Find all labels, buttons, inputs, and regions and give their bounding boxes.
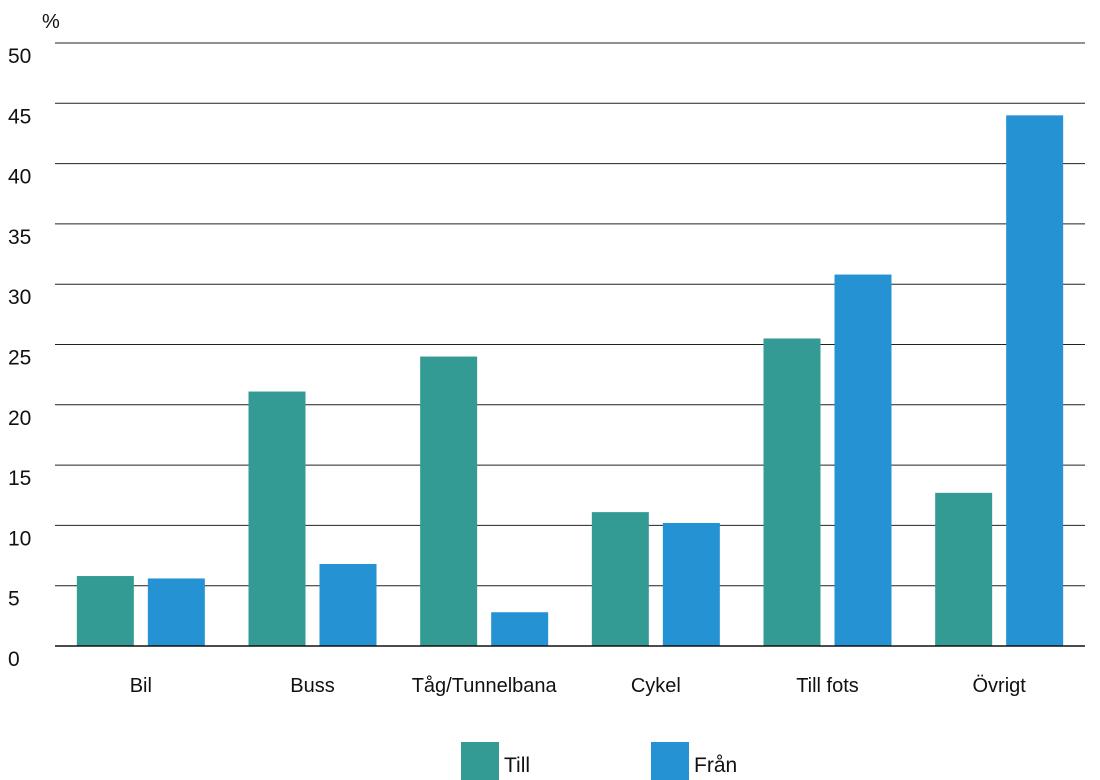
bars xyxy=(76,115,1064,647)
bar-från-5 xyxy=(1006,115,1064,647)
x-category-label: Bil xyxy=(130,675,152,697)
x-category-label: Buss xyxy=(290,675,334,697)
legend-swatch-till xyxy=(461,742,499,780)
x-category-label: Till fots xyxy=(796,675,859,697)
y-tick-label: 50 xyxy=(8,45,31,68)
bar-från-0 xyxy=(147,578,205,646)
y-tick-label: 20 xyxy=(8,407,31,430)
y-tick-label: 35 xyxy=(8,226,31,249)
y-tick-label: 40 xyxy=(8,166,31,189)
y-tick-label: 45 xyxy=(8,105,31,128)
bar-från-2 xyxy=(491,612,549,646)
y-tick-label: 15 xyxy=(8,467,31,490)
legend: Till Från xyxy=(461,742,737,780)
bar-till-4 xyxy=(763,338,821,646)
legend-swatch-från xyxy=(651,742,689,780)
bar-från-1 xyxy=(319,563,377,646)
bar-till-0 xyxy=(76,576,134,646)
bar-till-2 xyxy=(420,356,478,646)
grid-lines xyxy=(55,42,1085,587)
x-axis-categories: Bil Buss Tåg/Tunnelbana Cykel Till fots Övrig… xyxy=(130,675,1027,697)
y-axis-unit-label: % xyxy=(42,11,60,33)
legend-label: Från xyxy=(694,754,737,777)
bar-till-1 xyxy=(248,391,306,646)
y-tick-label: 30 xyxy=(8,286,31,309)
x-category-label: Övrigt xyxy=(972,675,1026,697)
y-tick-label: 10 xyxy=(8,527,31,550)
bar-från-3 xyxy=(662,522,720,646)
x-category-label: Tåg/Tunnelbana xyxy=(412,675,558,697)
y-tick-label: 5 xyxy=(8,588,20,611)
bar-till-3 xyxy=(591,512,649,646)
legend-label: Till xyxy=(504,754,530,777)
y-axis-ticks: 0 5 10 15 20 25 30 35 40 45 50 xyxy=(8,45,31,671)
y-tick-label: 25 xyxy=(8,347,31,370)
bar-från-4 xyxy=(834,274,892,646)
bar-till-5 xyxy=(935,492,993,646)
y-tick-label: 0 xyxy=(8,648,20,671)
x-category-label: Cykel xyxy=(631,675,681,697)
